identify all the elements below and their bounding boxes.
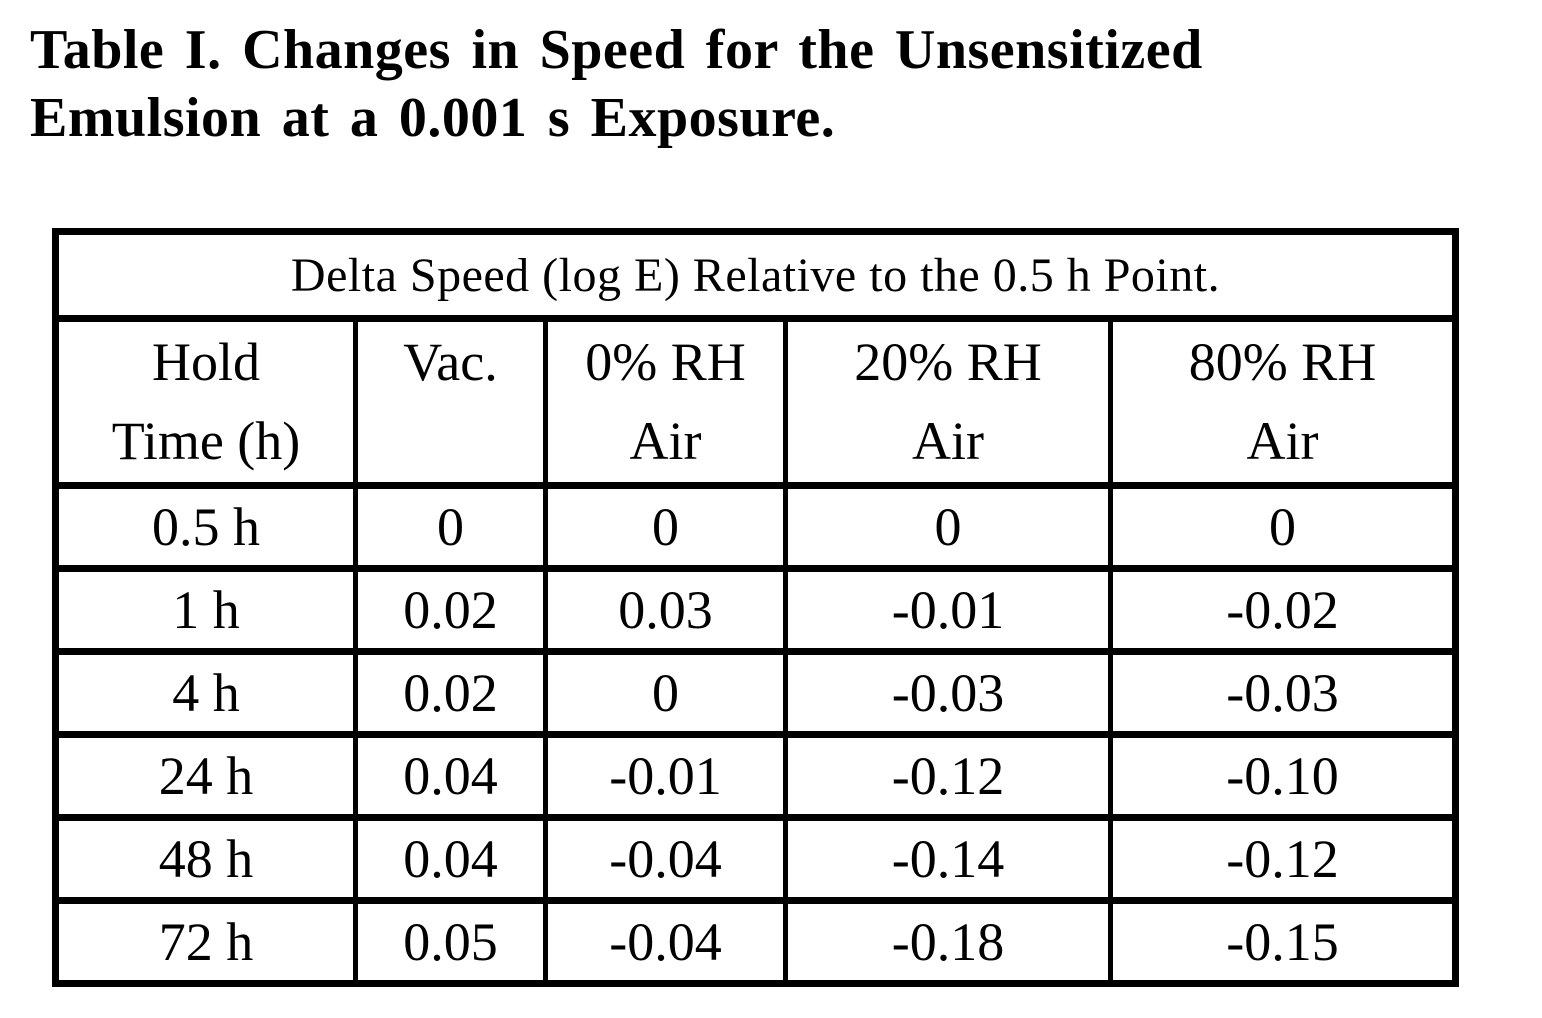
table-cell-0rh: -0.04 xyxy=(543,814,788,904)
table-cell-80rh: -0.15 xyxy=(1108,897,1458,987)
table-cell-20rh: -0.12 xyxy=(783,731,1113,821)
table-cell-hold-time: 24 h xyxy=(53,731,358,821)
table-cell-20rh: 0 xyxy=(783,482,1113,572)
table-cell-0rh: 0 xyxy=(543,482,788,572)
table-cell-80rh: -0.12 xyxy=(1108,814,1458,904)
table-cell-80rh: -0.03 xyxy=(1108,648,1458,738)
table-row: 24 h 0.04 -0.01 -0.12 -0.10 xyxy=(53,731,1458,821)
table-cell-vac: 0 xyxy=(353,482,548,572)
table-cell-20rh: -0.03 xyxy=(783,648,1113,738)
table-cell-vac: 0.02 xyxy=(353,648,548,738)
column-header-line: Air xyxy=(1246,411,1319,471)
column-header-80rh-air: 80% RH Air xyxy=(1108,315,1458,489)
table-cell-hold-time: 48 h xyxy=(53,814,358,904)
column-header-line: Vac. xyxy=(403,332,498,392)
column-header-line: Air xyxy=(912,411,984,471)
column-header-line: Air xyxy=(629,411,702,471)
table-cell-vac: 0.04 xyxy=(353,731,548,821)
table-title-line-2: Emulsion at a 0.001 s Exposure. xyxy=(30,87,836,149)
table-cell-vac: 0.05 xyxy=(353,897,548,987)
table-cell-80rh: 0 xyxy=(1108,482,1458,572)
table-row: 1 h 0.02 0.03 -0.01 -0.02 xyxy=(53,565,1458,655)
column-header-line: 80% RH xyxy=(1188,332,1377,392)
spanning-header-row: Delta Speed (log E) Relative to the 0.5 … xyxy=(53,228,1458,322)
table-row: 4 h 0.02 0 -0.03 -0.03 xyxy=(53,648,1458,738)
table-cell-0rh: 0.03 xyxy=(543,565,788,655)
table-cell-0rh: -0.04 xyxy=(543,897,788,987)
table-cell-hold-time: 4 h xyxy=(53,648,358,738)
table-title-line-1: Table I. Changes in Speed for the Unsens… xyxy=(30,19,1203,81)
table-cell-80rh: -0.02 xyxy=(1108,565,1458,655)
table-cell-hold-time: 0.5 h xyxy=(53,482,358,572)
column-header-line: 20% RH xyxy=(854,332,1042,392)
column-header-row: Hold Time (h) Vac. 0% RH Air 20% RH Air … xyxy=(53,315,1458,489)
table-row: 72 h 0.05 -0.04 -0.18 -0.15 xyxy=(53,897,1458,987)
column-header-line: Hold xyxy=(152,332,260,392)
column-header-0rh-air: 0% RH Air xyxy=(543,315,788,489)
column-header-line xyxy=(361,402,541,479)
column-header-line: Time (h) xyxy=(111,411,301,471)
table-cell-80rh: -0.10 xyxy=(1108,731,1458,821)
column-header-hold-time: Hold Time (h) xyxy=(53,315,358,489)
table-cell-vac: 0.02 xyxy=(353,565,548,655)
table-cell-0rh: 0 xyxy=(543,648,788,738)
table-row: 0.5 h 0 0 0 0 xyxy=(53,482,1458,572)
spanning-header: Delta Speed (log E) Relative to the 0.5 … xyxy=(53,228,1458,322)
table-cell-vac: 0.04 xyxy=(353,814,548,904)
data-table: Delta Speed (log E) Relative to the 0.5 … xyxy=(52,228,1459,987)
column-header-20rh-air: 20% RH Air xyxy=(783,315,1113,489)
column-header-line: 0% RH xyxy=(585,332,746,392)
table-cell-20rh: -0.01 xyxy=(783,565,1113,655)
column-header-vac: Vac. xyxy=(353,315,548,489)
table-cell-hold-time: 72 h xyxy=(53,897,358,987)
table-cell-hold-time: 1 h xyxy=(53,565,358,655)
table-cell-20rh: -0.18 xyxy=(783,897,1113,987)
table-cell-20rh: -0.14 xyxy=(783,814,1113,904)
table-title: Table I. Changes in Speed for the Unsens… xyxy=(30,16,1203,152)
table-cell-0rh: -0.01 xyxy=(543,731,788,821)
table-row: 48 h 0.04 -0.04 -0.14 -0.12 xyxy=(53,814,1458,904)
